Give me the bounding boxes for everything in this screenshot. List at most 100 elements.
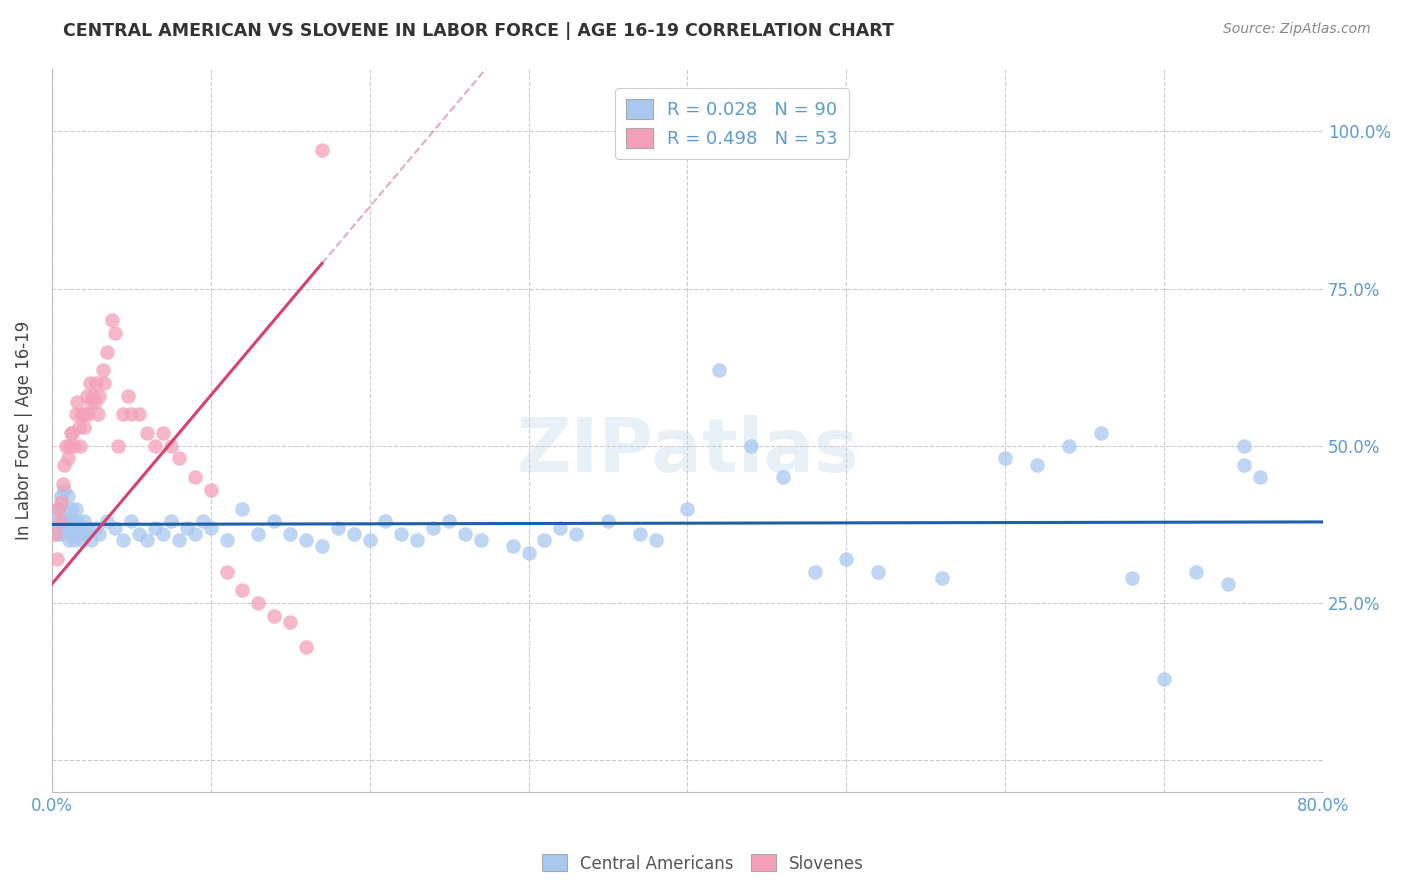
Point [44,527,66,541]
Point [709,363,731,377]
Point [69,520,91,534]
Point [76,520,98,534]
Point [278,527,301,541]
Point [45,527,67,541]
Point [128,408,150,422]
Point [644,533,666,548]
Point [1026,458,1049,472]
Point [51,527,73,541]
Point [66,394,89,409]
Point [231,501,253,516]
Point [311,143,333,157]
Point [191,514,214,528]
Point [48,514,70,528]
Point [835,552,858,566]
Point [1121,571,1143,585]
Point [87,408,110,422]
Point [84,520,107,534]
Point [1185,565,1208,579]
Point [247,596,270,610]
Point [117,388,139,402]
Point [152,527,174,541]
Text: Source: ZipAtlas.com: Source: ZipAtlas.com [1223,22,1371,37]
Point [359,533,381,548]
Point [120,514,142,528]
Point [1233,458,1256,472]
Point [167,533,190,548]
Point [1249,470,1271,484]
Point [46,501,69,516]
Point [51,489,73,503]
Point [44,514,66,528]
Point [184,527,207,541]
Point [77,408,100,422]
Point [80,533,103,548]
Point [1216,577,1239,591]
Point [70,533,93,548]
Point [96,514,118,528]
Point [136,533,159,548]
Point [104,326,127,340]
Point [502,540,524,554]
Point [184,470,207,484]
Point [517,546,540,560]
Point [53,520,76,534]
Point [215,565,238,579]
Point [112,533,135,548]
Point [167,451,190,466]
Point [994,451,1017,466]
Point [63,439,86,453]
Point [128,527,150,541]
Point [70,408,93,422]
Point [803,565,825,579]
Point [326,520,349,534]
Point [66,514,89,528]
Point [53,458,76,472]
Point [62,514,84,528]
Point [58,439,80,453]
Point [93,376,115,390]
Point [59,520,82,534]
Point [52,514,75,528]
Point [160,514,183,528]
Point [160,439,183,453]
Point [143,520,166,534]
Point [565,527,588,541]
Point [596,514,619,528]
Point [263,608,285,623]
Point [200,483,222,497]
Point [550,520,572,534]
Point [676,501,699,516]
Point [84,376,107,390]
Point [96,344,118,359]
Point [72,514,94,528]
Point [112,408,135,422]
Point [67,527,90,541]
Point [868,565,890,579]
Point [343,527,366,541]
Point [374,514,396,528]
Point [59,501,82,516]
Point [437,514,460,528]
Point [533,533,555,548]
Point [65,501,87,516]
Point [75,527,97,541]
Point [311,540,333,554]
Point [389,527,412,541]
Point [45,552,67,566]
Point [454,527,477,541]
Point [52,476,75,491]
Point [58,514,80,528]
Point [406,533,429,548]
Point [48,520,70,534]
Point [55,439,77,453]
Point [215,533,238,548]
Point [65,520,87,534]
Point [55,514,77,528]
Point [59,426,82,441]
Point [772,470,794,484]
Point [65,408,87,422]
Point [51,495,73,509]
Point [120,408,142,422]
Point [176,520,198,534]
